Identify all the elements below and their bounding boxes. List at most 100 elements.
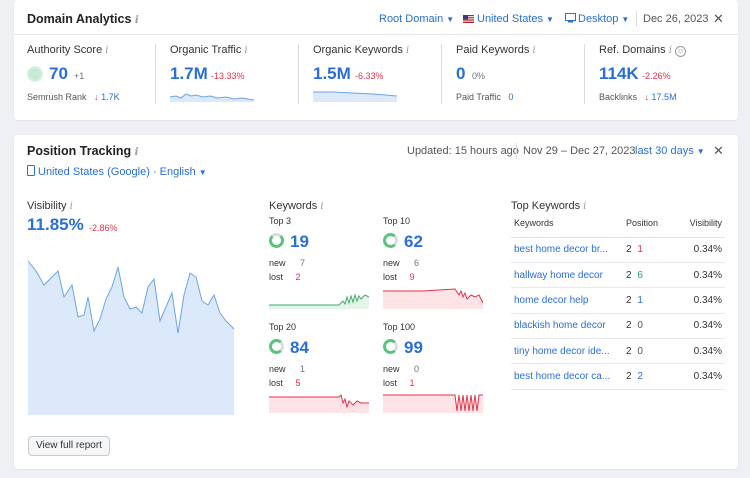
metric-value[interactable]: 114K <box>599 64 639 83</box>
metric-value[interactable]: 1.5M <box>313 64 351 83</box>
info-icon[interactable]: i <box>320 201 324 212</box>
semrush-rank-link[interactable]: 1.7K <box>101 92 120 102</box>
metric-change: +1 <box>74 71 85 81</box>
info-icon[interactable]: i <box>583 201 587 212</box>
info-icon[interactable]: i <box>69 201 73 212</box>
position-value: 2 <box>626 320 632 332</box>
divider <box>155 44 156 104</box>
progress-ring-icon <box>383 233 398 248</box>
keyword-link[interactable]: hallway home decor <box>514 269 603 281</box>
sub-label: Semrush Rank <box>27 92 87 102</box>
position-tracking-card: Position Tracking i Updated: 15 hours ag… <box>14 135 738 469</box>
root-domain-dropdown[interactable]: Root Domain ▼ <box>379 13 454 25</box>
sub-label: Backlinks <box>599 92 638 102</box>
metric-value: 70 <box>49 64 68 83</box>
keyword-link[interactable]: best home decor br... <box>514 244 608 256</box>
close-icon[interactable]: ✕ <box>713 11 724 26</box>
authority-score-metric: Authority Score i 70 +1 Semrush Rank ↓ 1… <box>27 44 157 104</box>
keyword-cell: home decor help <box>511 287 623 314</box>
position-tracking-title: Position Tracking <box>27 144 132 158</box>
top-keywords-table: Keywords Position Visibility best home d… <box>511 215 725 390</box>
divider <box>441 44 442 104</box>
table-row: blackish home decor 2 0 0.34% <box>511 313 725 340</box>
new-count: 7 <box>300 258 306 268</box>
position-value: 2 <box>626 294 632 306</box>
device-label: Desktop <box>578 13 619 25</box>
keyword-link[interactable]: tiny home decor ide... <box>514 345 610 357</box>
info-icon[interactable]: i <box>105 45 109 56</box>
col-visibility[interactable]: Visibility <box>675 215 725 238</box>
keyword-cell: best home decor br... <box>511 237 623 263</box>
new-count: 1 <box>300 364 306 374</box>
visibility-chart <box>28 260 235 415</box>
new-label: new <box>269 258 286 268</box>
visibility-cell: 0.34% <box>675 237 725 263</box>
device-dropdown[interactable]: Desktop ▼ <box>565 13 629 25</box>
metric-change: -6.33% <box>355 71 384 81</box>
metric-label: Paid Keywords <box>456 44 530 56</box>
metric-label: Organic Traffic <box>170 44 242 56</box>
keyword-cell: blackish home decor <box>511 313 623 340</box>
progress-ring-icon <box>383 339 398 354</box>
top-100-sparkline <box>383 394 483 413</box>
semrush-rank: Semrush Rank ↓ 1.7K <box>27 92 120 102</box>
keyword-link[interactable]: best home decor ca... <box>514 371 611 383</box>
domain-analytics-title: Domain Analytics <box>27 12 132 26</box>
info-icon[interactable]: i <box>405 45 410 56</box>
divider <box>636 11 637 27</box>
progress-ring-icon <box>269 339 284 354</box>
paid-traffic-link[interactable]: 0 <box>508 92 514 102</box>
position-value: 2 <box>626 345 632 357</box>
root-domain-label: Root Domain <box>379 13 444 25</box>
keyword-link[interactable]: blackish home decor <box>514 320 606 332</box>
metric-change: -2.26% <box>642 71 671 81</box>
us-flag-icon <box>463 15 474 23</box>
country-dropdown[interactable]: United States ▼ <box>463 13 554 25</box>
new-label: new <box>383 258 400 268</box>
location-dropdown[interactable]: United States (Google) · English ▼ <box>27 165 207 178</box>
info-icon[interactable]: i <box>244 45 248 56</box>
lost-count: 2 <box>295 272 301 282</box>
table-row: best home decor ca... 2 2 0.34% <box>511 363 725 390</box>
view-full-report-button[interactable]: View full report <box>28 436 110 456</box>
group-value[interactable]: 84 <box>290 338 309 357</box>
organic-traffic-sparkline <box>170 93 254 102</box>
location-label: United States (Google) · English <box>38 166 196 178</box>
position-cell: 2 2 <box>623 363 675 390</box>
info-icon[interactable]: i <box>134 15 139 26</box>
new-label: new <box>269 364 286 374</box>
mobile-device-icon <box>27 165 35 176</box>
paid-traffic: Paid Traffic 0 <box>456 92 513 102</box>
group-value[interactable]: 62 <box>404 232 423 251</box>
progress-ring-icon <box>269 233 284 248</box>
position-cell: 2 0 <box>623 338 675 365</box>
col-keywords[interactable]: Keywords <box>511 215 623 238</box>
info-icon[interactable]: i <box>134 147 139 158</box>
sub-label: Paid Traffic <box>456 92 501 102</box>
info-icon[interactable]: i <box>668 45 672 56</box>
close-icon[interactable]: ✕ <box>713 143 724 158</box>
backlinks-link[interactable]: 17.5M <box>651 92 677 102</box>
metric-label: Organic Keywords <box>313 44 403 56</box>
metric-value[interactable]: 1.7M <box>170 64 208 83</box>
keyword-cell: best home decor ca... <box>511 363 623 390</box>
position-cell: 2 6 <box>623 262 675 289</box>
visibility-label: Visibility <box>27 200 67 212</box>
col-position[interactable]: Position <box>623 215 675 238</box>
down-arrow-icon: ↓ <box>644 92 650 102</box>
visibility-cell: 0.34% <box>675 338 725 365</box>
position-cell: 2 1 <box>623 287 675 314</box>
info-icon[interactable]: i <box>532 45 536 56</box>
period-dropdown[interactable]: last 30 days ▼ <box>635 145 705 157</box>
group-label: Top 3 <box>269 216 292 226</box>
updated-label: Updated: 15 hours ago <box>407 145 519 157</box>
lost-label: lost <box>269 378 284 388</box>
metric-value[interactable]: 0 <box>456 64 466 83</box>
group-value[interactable]: 19 <box>290 232 309 251</box>
keyword-link[interactable]: home decor help <box>514 294 589 306</box>
group-value[interactable]: 99 <box>404 338 423 357</box>
table-row: best home decor br... 2 1 0.34% <box>511 237 725 263</box>
ai-smiley-icon[interactable]: ☺ <box>674 46 686 57</box>
divider <box>516 143 517 159</box>
domain-analytics-card: Domain Analytics i Root Domain ▼ United S… <box>14 0 738 120</box>
